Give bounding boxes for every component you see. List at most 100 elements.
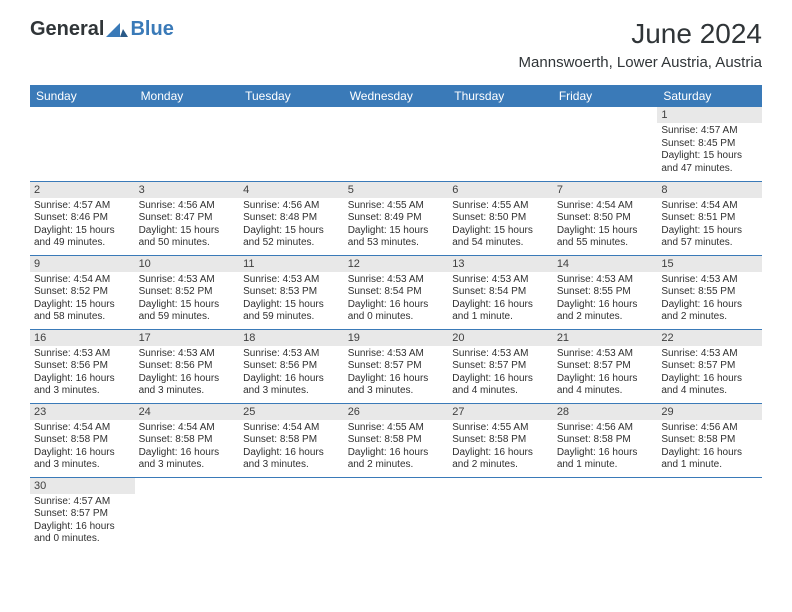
day-number: 4 <box>239 182 344 198</box>
calendar-cell: 25Sunrise: 4:54 AMSunset: 8:58 PMDayligh… <box>239 403 344 477</box>
sunset-text: Sunset: 8:58 PM <box>243 434 340 447</box>
calendar-cell: 16Sunrise: 4:53 AMSunset: 8:56 PMDayligh… <box>30 329 135 403</box>
day-body: Sunrise: 4:55 AMSunset: 8:50 PMDaylight:… <box>448 198 553 254</box>
day-body: Sunrise: 4:56 AMSunset: 8:48 PMDaylight:… <box>239 198 344 254</box>
daylight-text: Daylight: 16 hours and 1 minute. <box>661 447 758 472</box>
day-body: Sunrise: 4:53 AMSunset: 8:57 PMDaylight:… <box>657 346 762 402</box>
calendar-row: 16Sunrise: 4:53 AMSunset: 8:56 PMDayligh… <box>30 329 762 403</box>
daylight-text: Daylight: 15 hours and 52 minutes. <box>243 225 340 250</box>
sunrise-text: Sunrise: 4:55 AM <box>348 422 445 435</box>
calendar-cell <box>553 477 658 551</box>
sunrise-text: Sunrise: 4:56 AM <box>243 200 340 213</box>
sunrise-text: Sunrise: 4:53 AM <box>348 348 445 361</box>
day-number: 22 <box>657 330 762 346</box>
sunset-text: Sunset: 8:57 PM <box>557 360 654 373</box>
calendar-cell: 3Sunrise: 4:56 AMSunset: 8:47 PMDaylight… <box>135 181 240 255</box>
calendar-cell: 24Sunrise: 4:54 AMSunset: 8:58 PMDayligh… <box>135 403 240 477</box>
calendar-cell: 23Sunrise: 4:54 AMSunset: 8:58 PMDayligh… <box>30 403 135 477</box>
sunrise-text: Sunrise: 4:53 AM <box>243 274 340 287</box>
daylight-text: Daylight: 15 hours and 55 minutes. <box>557 225 654 250</box>
daylight-text: Daylight: 15 hours and 57 minutes. <box>661 225 758 250</box>
daylight-text: Daylight: 16 hours and 3 minutes. <box>139 373 236 398</box>
sunrise-text: Sunrise: 4:53 AM <box>243 348 340 361</box>
day-body: Sunrise: 4:57 AMSunset: 8:57 PMDaylight:… <box>30 494 135 550</box>
calendar-cell <box>135 107 240 181</box>
day-number: 17 <box>135 330 240 346</box>
day-number: 14 <box>553 256 658 272</box>
daylight-text: Daylight: 16 hours and 0 minutes. <box>348 299 445 324</box>
calendar-cell: 9Sunrise: 4:54 AMSunset: 8:52 PMDaylight… <box>30 255 135 329</box>
sunset-text: Sunset: 8:58 PM <box>661 434 758 447</box>
calendar-cell: 22Sunrise: 4:53 AMSunset: 8:57 PMDayligh… <box>657 329 762 403</box>
day-number: 8 <box>657 182 762 198</box>
sunset-text: Sunset: 8:55 PM <box>557 286 654 299</box>
day-number: 29 <box>657 404 762 420</box>
calendar-cell: 28Sunrise: 4:56 AMSunset: 8:58 PMDayligh… <box>553 403 658 477</box>
sunrise-text: Sunrise: 4:55 AM <box>452 422 549 435</box>
day-body: Sunrise: 4:54 AMSunset: 8:52 PMDaylight:… <box>30 272 135 328</box>
daylight-text: Daylight: 16 hours and 0 minutes. <box>34 521 131 546</box>
calendar-cell: 26Sunrise: 4:55 AMSunset: 8:58 PMDayligh… <box>344 403 449 477</box>
day-body: Sunrise: 4:53 AMSunset: 8:56 PMDaylight:… <box>135 346 240 402</box>
day-body: Sunrise: 4:54 AMSunset: 8:58 PMDaylight:… <box>30 420 135 476</box>
day-body: Sunrise: 4:54 AMSunset: 8:58 PMDaylight:… <box>239 420 344 476</box>
sunrise-text: Sunrise: 4:54 AM <box>243 422 340 435</box>
day-body: Sunrise: 4:54 AMSunset: 8:51 PMDaylight:… <box>657 198 762 254</box>
daylight-text: Daylight: 15 hours and 59 minutes. <box>243 299 340 324</box>
calendar-row: 9Sunrise: 4:54 AMSunset: 8:52 PMDaylight… <box>30 255 762 329</box>
calendar-cell <box>553 107 658 181</box>
calendar-row: 2Sunrise: 4:57 AMSunset: 8:46 PMDaylight… <box>30 181 762 255</box>
calendar-cell: 15Sunrise: 4:53 AMSunset: 8:55 PMDayligh… <box>657 255 762 329</box>
sunset-text: Sunset: 8:54 PM <box>452 286 549 299</box>
calendar-cell: 2Sunrise: 4:57 AMSunset: 8:46 PMDaylight… <box>30 181 135 255</box>
sunset-text: Sunset: 8:54 PM <box>348 286 445 299</box>
day-body: Sunrise: 4:53 AMSunset: 8:56 PMDaylight:… <box>30 346 135 402</box>
day-body: Sunrise: 4:53 AMSunset: 8:54 PMDaylight:… <box>344 272 449 328</box>
daylight-text: Daylight: 15 hours and 59 minutes. <box>139 299 236 324</box>
sunset-text: Sunset: 8:57 PM <box>348 360 445 373</box>
day-body: Sunrise: 4:55 AMSunset: 8:58 PMDaylight:… <box>448 420 553 476</box>
day-number: 26 <box>344 404 449 420</box>
calendar-cell: 8Sunrise: 4:54 AMSunset: 8:51 PMDaylight… <box>657 181 762 255</box>
sunset-text: Sunset: 8:50 PM <box>557 212 654 225</box>
sunrise-text: Sunrise: 4:56 AM <box>661 422 758 435</box>
day-body: Sunrise: 4:56 AMSunset: 8:47 PMDaylight:… <box>135 198 240 254</box>
day-body: Sunrise: 4:54 AMSunset: 8:58 PMDaylight:… <box>135 420 240 476</box>
calendar-cell: 17Sunrise: 4:53 AMSunset: 8:56 PMDayligh… <box>135 329 240 403</box>
weekday-header: Thursday <box>448 85 553 107</box>
daylight-text: Daylight: 16 hours and 1 minute. <box>557 447 654 472</box>
sunset-text: Sunset: 8:48 PM <box>243 212 340 225</box>
calendar-cell: 13Sunrise: 4:53 AMSunset: 8:54 PMDayligh… <box>448 255 553 329</box>
sunset-text: Sunset: 8:58 PM <box>557 434 654 447</box>
sunrise-text: Sunrise: 4:53 AM <box>139 348 236 361</box>
calendar-cell <box>239 477 344 551</box>
calendar-cell: 27Sunrise: 4:55 AMSunset: 8:58 PMDayligh… <box>448 403 553 477</box>
sunset-text: Sunset: 8:58 PM <box>452 434 549 447</box>
day-body: Sunrise: 4:56 AMSunset: 8:58 PMDaylight:… <box>553 420 658 476</box>
day-body: Sunrise: 4:54 AMSunset: 8:50 PMDaylight:… <box>553 198 658 254</box>
day-body: Sunrise: 4:53 AMSunset: 8:57 PMDaylight:… <box>344 346 449 402</box>
calendar-cell: 14Sunrise: 4:53 AMSunset: 8:55 PMDayligh… <box>553 255 658 329</box>
calendar-cell: 7Sunrise: 4:54 AMSunset: 8:50 PMDaylight… <box>553 181 658 255</box>
day-body: Sunrise: 4:53 AMSunset: 8:53 PMDaylight:… <box>239 272 344 328</box>
sunset-text: Sunset: 8:51 PM <box>661 212 758 225</box>
sunset-text: Sunset: 8:52 PM <box>139 286 236 299</box>
calendar-cell <box>657 477 762 551</box>
daylight-text: Daylight: 16 hours and 3 minutes. <box>348 373 445 398</box>
weekday-header: Saturday <box>657 85 762 107</box>
calendar-row: 1Sunrise: 4:57 AMSunset: 8:45 PMDaylight… <box>30 107 762 181</box>
title-block: June 2024 Mannswoerth, Lower Austria, Au… <box>519 18 762 71</box>
calendar-cell: 19Sunrise: 4:53 AMSunset: 8:57 PMDayligh… <box>344 329 449 403</box>
calendar-row: 30Sunrise: 4:57 AMSunset: 8:57 PMDayligh… <box>30 477 762 551</box>
day-body: Sunrise: 4:53 AMSunset: 8:54 PMDaylight:… <box>448 272 553 328</box>
day-body: Sunrise: 4:53 AMSunset: 8:56 PMDaylight:… <box>239 346 344 402</box>
day-number: 7 <box>553 182 658 198</box>
sunset-text: Sunset: 8:58 PM <box>34 434 131 447</box>
sunrise-text: Sunrise: 4:56 AM <box>557 422 654 435</box>
daylight-text: Daylight: 16 hours and 1 minute. <box>452 299 549 324</box>
day-body: Sunrise: 4:55 AMSunset: 8:49 PMDaylight:… <box>344 198 449 254</box>
day-body: Sunrise: 4:53 AMSunset: 8:55 PMDaylight:… <box>553 272 658 328</box>
daylight-text: Daylight: 16 hours and 4 minutes. <box>661 373 758 398</box>
day-number: 2 <box>30 182 135 198</box>
day-number: 16 <box>30 330 135 346</box>
